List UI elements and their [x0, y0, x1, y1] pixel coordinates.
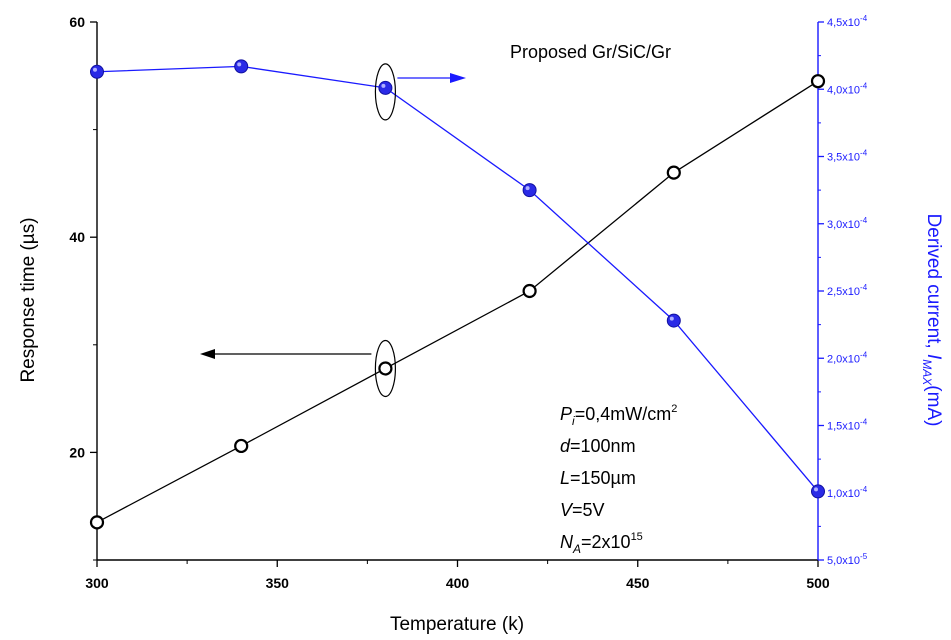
x-tick-label: 400: [446, 575, 470, 591]
x-axis-title: Temperature (k): [390, 614, 524, 635]
derived-current-line: [96, 65, 819, 492]
y-right-axis-title-main: Derived current,: [923, 214, 944, 354]
y-right-axis-title-symbol: I: [923, 354, 944, 360]
left-axis-indicator-ellipse: [374, 339, 396, 398]
parameter-label: L=150µm: [560, 468, 636, 488]
y-right-tick-label: 3,5x10-4: [827, 149, 868, 164]
y-right-axis-title-sub: MAX: [920, 359, 934, 386]
y-right-tick-label: 3,0x10-4: [827, 216, 868, 231]
y-right-tick-label: 4,5x10-4: [827, 14, 868, 29]
parameter-label: NA=2x1015: [560, 531, 643, 556]
derived-current-point: [378, 80, 393, 95]
series-group: [89, 59, 826, 530]
response-time-point: [234, 438, 249, 454]
parameter-label: V=5V: [560, 500, 605, 520]
derived-current-point-highlight: [237, 62, 242, 67]
right-axis-indicator-ellipse: [374, 63, 396, 121]
y-left-tick-label: 60: [69, 14, 85, 30]
derived-current-point: [666, 313, 681, 328]
x-tick-label: 450: [626, 575, 650, 591]
y-left-axis-title: Response time (µs): [18, 217, 39, 382]
right-arrow-head: [450, 73, 466, 83]
axes: [90, 21, 824, 567]
tick-labels: 300 350 400 450 500 20 40 60 5,0x10-5 1,0x10-4 1,5…: [69, 14, 867, 591]
left-arrow-head: [200, 349, 215, 359]
x-tick-label: 350: [266, 575, 290, 591]
derived-current-point-highlight: [381, 83, 386, 88]
derived-current-point-highlight: [814, 487, 818, 492]
derived-current-point: [522, 183, 537, 198]
y-left-tick-label: 40: [69, 229, 85, 245]
parameter-label: Pi=0,4mW/cm2: [560, 403, 677, 428]
response-time-point: [666, 165, 681, 180]
response-time-line: [96, 80, 819, 523]
derived-current-point-highlight: [93, 67, 97, 72]
y-right-tick-label: 1,0x10-4: [827, 485, 868, 500]
y-right-tick-label: 4,0x10-4: [827, 81, 868, 96]
derived-current-point-highlight: [525, 186, 530, 191]
response-time-point: [522, 283, 537, 299]
derived-current-point: [811, 484, 825, 499]
response-time-point: [378, 361, 393, 376]
response-time-point: [89, 515, 105, 530]
annotation-title: Proposed Gr/SiC/Gr: [510, 42, 671, 62]
y-right-tick-label: 2,5x10-4: [827, 283, 868, 298]
y-right-tick-label: 5,0x10-5: [827, 552, 868, 567]
y-right-axis-title-unit: (mA): [923, 385, 944, 426]
derived-current-point: [234, 59, 249, 74]
x-tick-label: 500: [806, 575, 830, 591]
y-right-tick-label: 1,5x10-4: [827, 418, 868, 433]
parameter-label: d=100nm: [560, 436, 636, 456]
derived-current-point: [90, 64, 104, 79]
derived-current-point-highlight: [669, 316, 674, 321]
y-right-axis-title: Derived current, IMAX(mA): [920, 214, 944, 427]
y-left-tick-label: 20: [69, 444, 85, 460]
y-right-tick-label: 2,0x10-4: [827, 350, 868, 365]
response-time-point: [810, 74, 826, 89]
x-tick-label: 300: [85, 575, 109, 591]
annotations: Pi=0,4mW/cm2 d=100nm L=150µm V=5V NA=2x1015: [200, 63, 677, 556]
